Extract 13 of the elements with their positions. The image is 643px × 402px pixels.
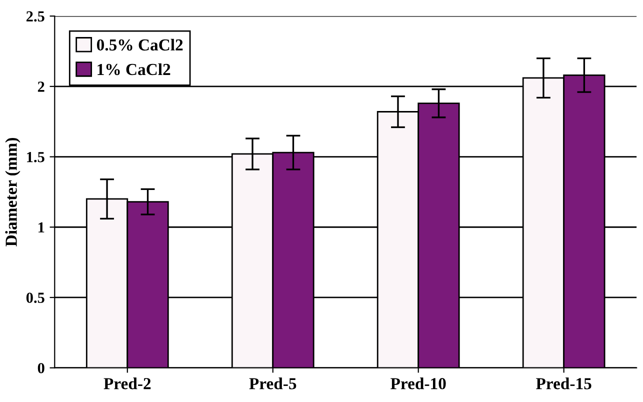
- legend-label: 0.5% CaCl2: [96, 38, 183, 51]
- y-axis-title: Diameter (mm): [5, 138, 20, 246]
- y-tick-label: 1: [38, 222, 44, 232]
- y-tick-label: 2: [38, 82, 44, 92]
- x-tick-label: Pred-15: [536, 378, 592, 390]
- legend-label: 1% CaCl2: [98, 63, 170, 76]
- x-tick-label: Pred-10: [390, 378, 446, 390]
- y-tick-label: 1.5: [27, 152, 44, 162]
- y-tick-label: 0.5: [26, 292, 44, 303]
- x-tick-label: Pred-2: [104, 378, 151, 390]
- x-tick-label: Pred-5: [249, 378, 296, 390]
- y-tick-label: 2.5: [26, 11, 44, 22]
- y-tick-label: 0: [38, 362, 44, 374]
